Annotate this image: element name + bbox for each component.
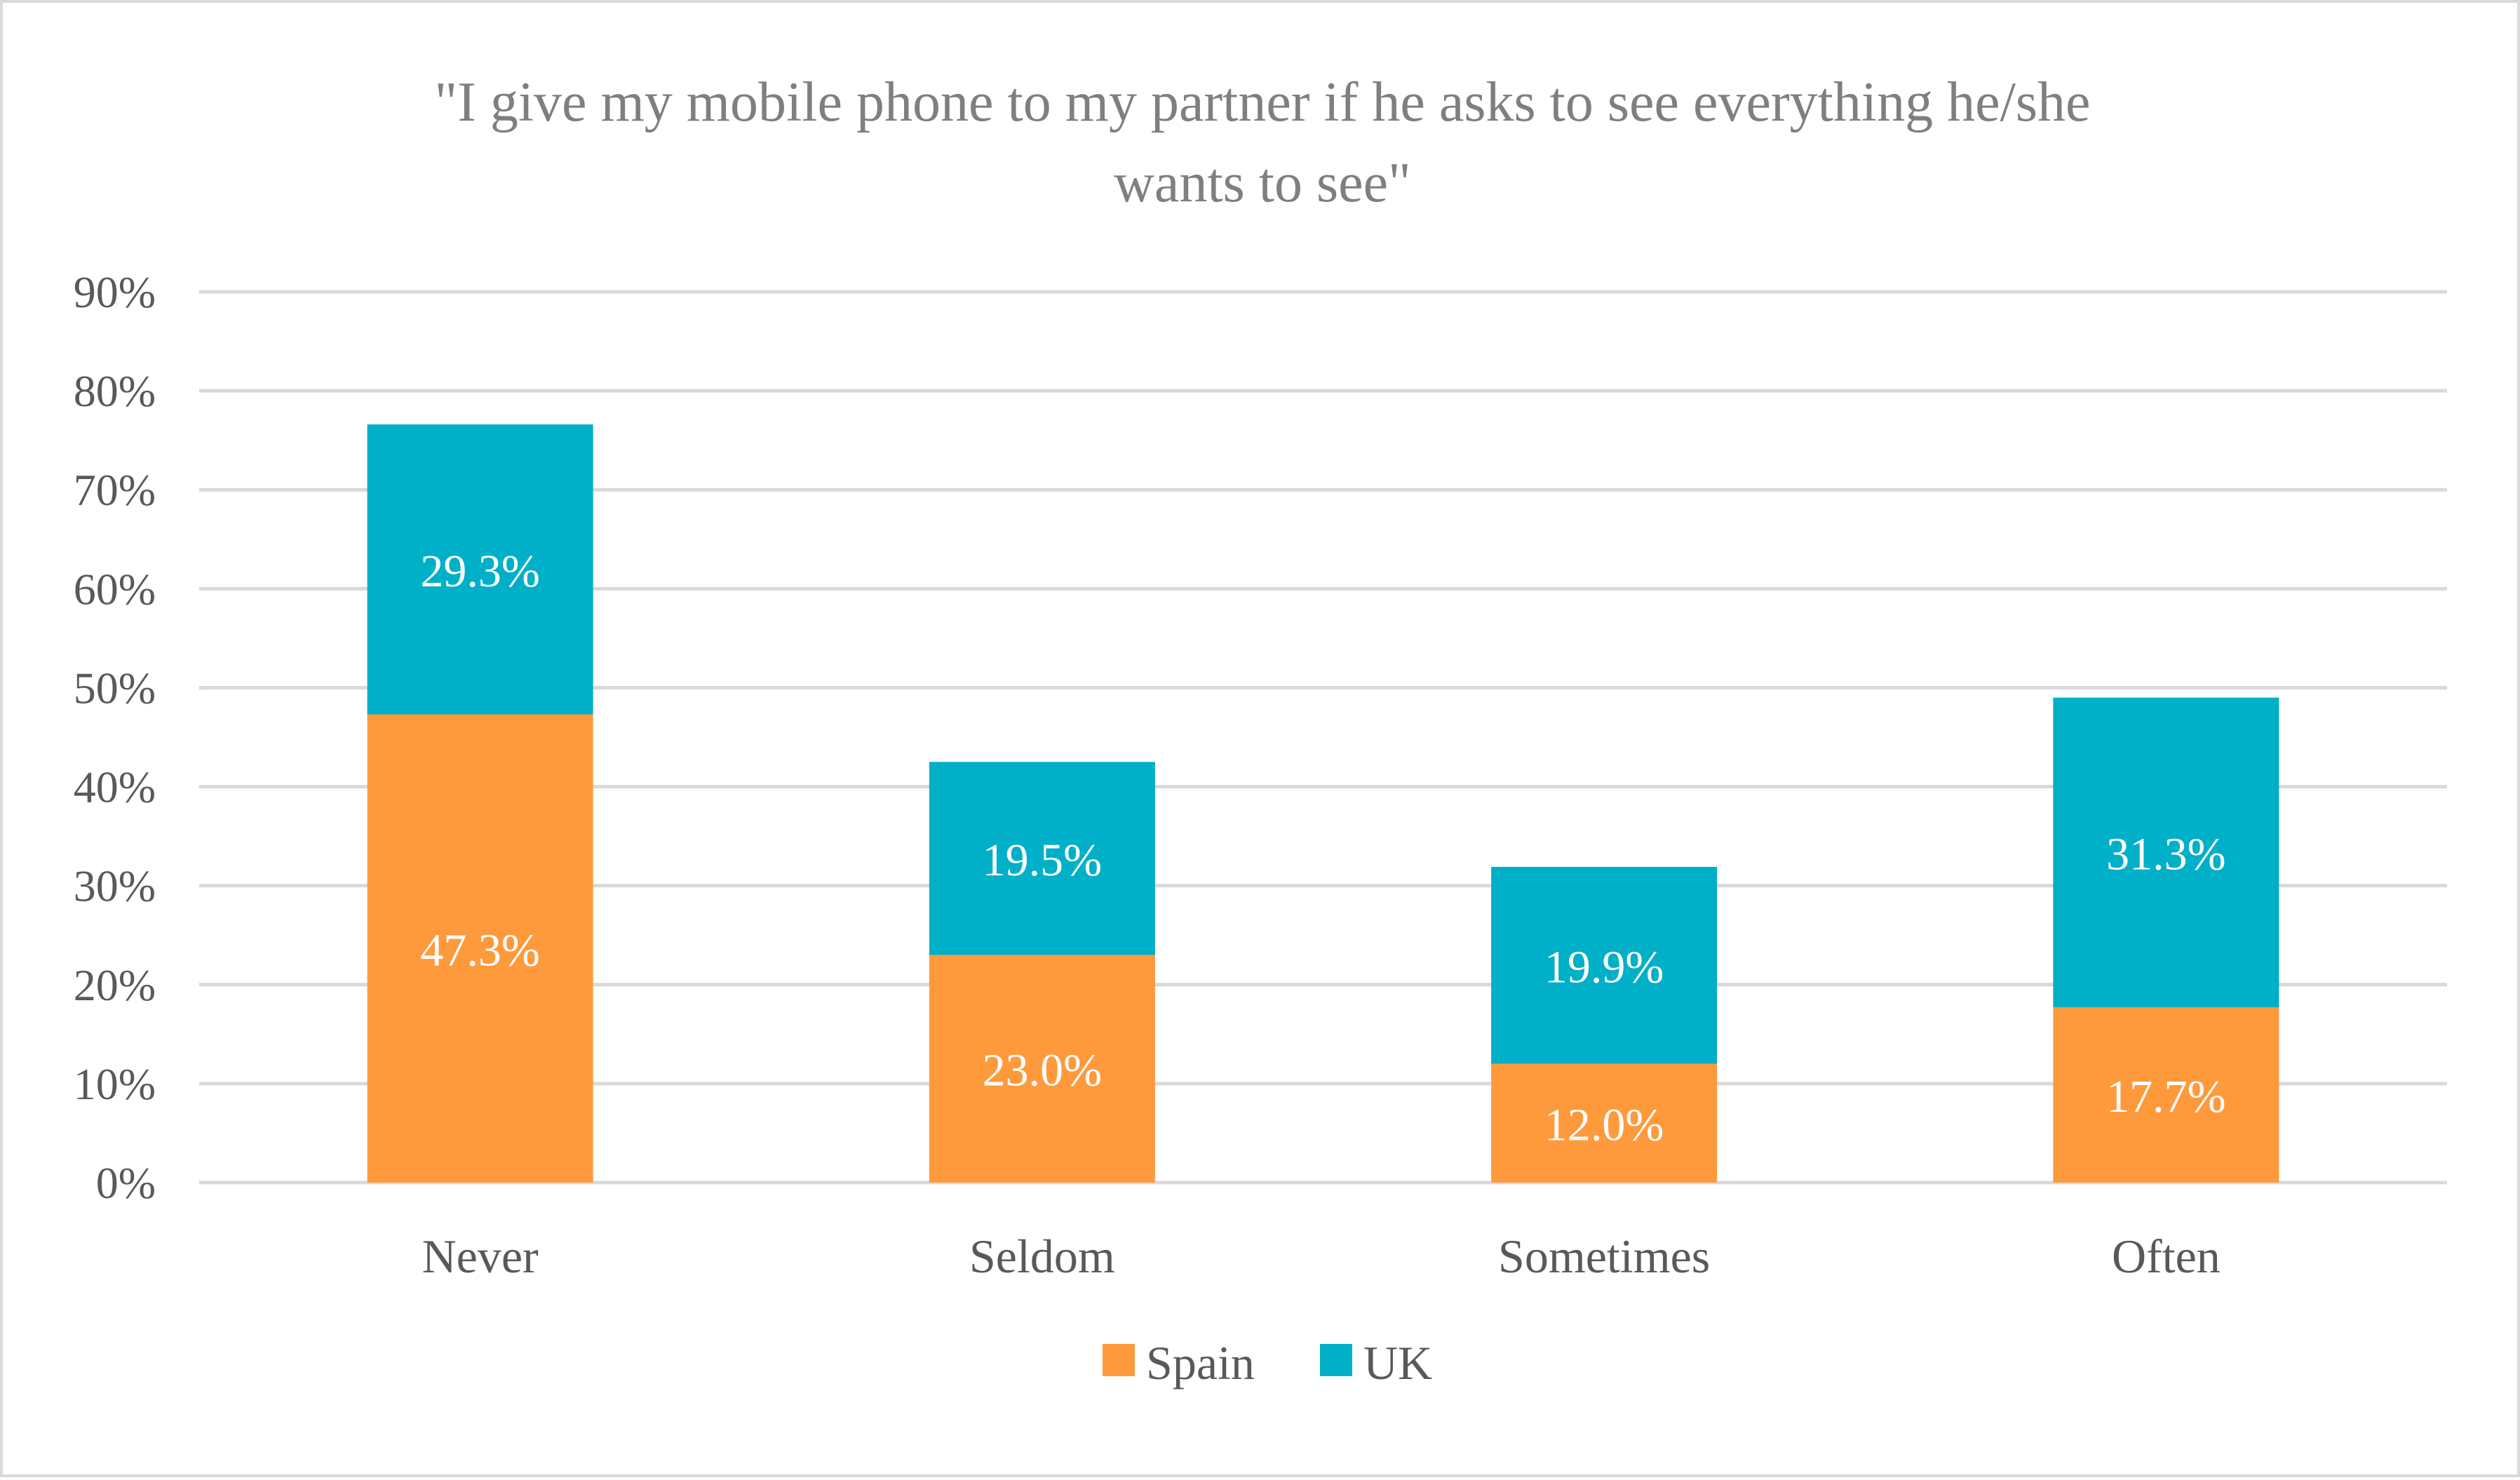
data-label-uk-never: 29.3% [420, 546, 539, 597]
bar-uk-never [367, 424, 593, 715]
bars [367, 424, 2279, 1183]
x-axis-categories: Never Seldom Sometimes Often [422, 1230, 2221, 1283]
y-tick-label-90: 90% [74, 267, 156, 317]
data-label-spain-seldom: 23.0% [983, 1045, 1102, 1096]
chart-title-line-1: "I give my mobile phone to my partner if… [435, 72, 2091, 133]
y-axis-ticks: 0% 10% 20% 30% 40% 50% 60% 70% 80% 90% [74, 267, 156, 1208]
y-tick-label-30: 30% [74, 861, 156, 911]
bar-uk-often [2053, 697, 2279, 1008]
data-label-uk-seldom: 19.5% [983, 835, 1102, 886]
bar-spain-never [367, 714, 593, 1183]
data-label-spain-often: 17.7% [2106, 1071, 2225, 1122]
x-category-label-often: Often [2112, 1230, 2221, 1283]
y-tick-label-10: 10% [74, 1059, 156, 1109]
x-category-label-seldom: Seldom [969, 1230, 1115, 1283]
bar-spain-seldom [929, 955, 1155, 1183]
legend-swatch-uk [1320, 1344, 1352, 1376]
data-label-uk-sometimes: 19.9% [1544, 941, 1664, 993]
legend: Spain UK [1103, 1336, 1432, 1390]
y-tick-label-50: 50% [74, 663, 156, 713]
y-tick-label-70: 70% [74, 465, 156, 515]
data-label-uk-often: 31.3% [2106, 828, 2225, 880]
y-tick-label-0: 0% [96, 1158, 156, 1208]
legend-label-uk: UK [1363, 1336, 1432, 1390]
y-tick-label-40: 40% [74, 762, 156, 812]
bar-uk-sometimes [1491, 866, 1718, 1064]
x-category-label-never: Never [422, 1230, 539, 1283]
data-label-spain-never: 47.3% [420, 924, 539, 976]
chart-title: "I give my mobile phone to my partner if… [435, 72, 2091, 214]
x-category-label-sometimes: Sometimes [1498, 1230, 1710, 1283]
chart-title-line-2: wants to see" [1114, 152, 1411, 214]
stacked-bar-chart: "I give my mobile phone to my partner if… [74, 72, 2447, 1390]
legend-label-spain: Spain [1146, 1336, 1255, 1390]
data-labels: 47.3% 29.3% 23.0% 19.5% 12.0% 19.9% 17.7% 31.3% [420, 546, 2225, 1151]
y-tick-label-20: 20% [74, 960, 156, 1010]
bar-uk-seldom [929, 762, 1155, 955]
bar-spain-sometimes [1491, 1063, 1718, 1183]
legend-swatch-spain [1103, 1344, 1135, 1376]
bar-spain-often [2053, 1007, 2279, 1183]
y-tick-label-80: 80% [74, 366, 156, 416]
data-label-spain-sometimes: 12.0% [1544, 1099, 1664, 1150]
y-tick-label-60: 60% [74, 564, 156, 614]
